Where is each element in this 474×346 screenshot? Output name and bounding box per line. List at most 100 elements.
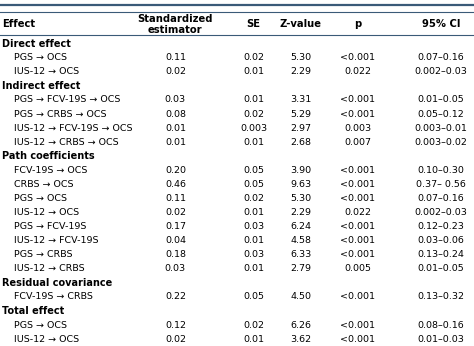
Text: 0.01: 0.01 [243, 138, 264, 147]
Text: 6.26: 6.26 [291, 321, 311, 330]
Text: 0.03: 0.03 [243, 250, 264, 259]
Text: Direct effect: Direct effect [2, 39, 71, 49]
Text: 0.01: 0.01 [243, 67, 264, 76]
Text: 0.01: 0.01 [243, 208, 264, 217]
Text: Indirect effect: Indirect effect [2, 81, 81, 91]
Text: PGS → OCS: PGS → OCS [14, 194, 67, 203]
Text: 0.02: 0.02 [243, 321, 264, 330]
Text: 0.002–0.03: 0.002–0.03 [414, 67, 467, 76]
Text: 0.01: 0.01 [243, 335, 264, 344]
Text: <0.001: <0.001 [340, 95, 375, 104]
Text: PGS → OCS: PGS → OCS [14, 53, 67, 62]
Text: 0.02: 0.02 [243, 194, 264, 203]
Text: 0.08–0.16: 0.08–0.16 [418, 321, 464, 330]
Text: 3.31: 3.31 [291, 95, 311, 104]
Text: IUS-12 → OCS: IUS-12 → OCS [14, 67, 79, 76]
Text: 0.01–0.05: 0.01–0.05 [418, 264, 464, 273]
Text: PGS → FCV-19S: PGS → FCV-19S [14, 222, 87, 231]
Text: 4.58: 4.58 [291, 236, 311, 245]
Text: 0.46: 0.46 [165, 180, 186, 189]
Text: 0.05–0.12: 0.05–0.12 [418, 110, 464, 119]
Text: 0.11: 0.11 [165, 53, 186, 62]
Text: 0.17: 0.17 [165, 222, 186, 231]
Text: 0.37– 0.56: 0.37– 0.56 [416, 180, 466, 189]
Text: 0.20: 0.20 [165, 166, 186, 175]
Text: 6.33: 6.33 [291, 250, 311, 259]
Text: Residual covariance: Residual covariance [2, 278, 113, 288]
Text: PGS → CRBS → OCS: PGS → CRBS → OCS [14, 110, 107, 119]
Text: 0.022: 0.022 [345, 208, 371, 217]
Text: <0.001: <0.001 [340, 180, 375, 189]
Text: 0.01–0.05: 0.01–0.05 [418, 95, 464, 104]
Text: 0.04: 0.04 [165, 236, 186, 245]
Text: PGS → FCV-19S → OCS: PGS → FCV-19S → OCS [14, 95, 120, 104]
Text: 2.29: 2.29 [291, 208, 311, 217]
Text: 0.02: 0.02 [165, 208, 186, 217]
Text: IUS-12 → OCS: IUS-12 → OCS [14, 208, 79, 217]
Text: 0.12: 0.12 [165, 321, 186, 330]
Text: 0.08: 0.08 [165, 110, 186, 119]
Text: 0.13–0.32: 0.13–0.32 [417, 292, 465, 301]
Text: 0.01: 0.01 [243, 264, 264, 273]
Text: 5.30: 5.30 [291, 53, 311, 62]
Text: 0.003–0.02: 0.003–0.02 [414, 138, 467, 147]
Text: 0.02: 0.02 [243, 53, 264, 62]
Text: 95% CI: 95% CI [421, 19, 460, 29]
Text: 6.24: 6.24 [291, 222, 311, 231]
Text: 0.07–0.16: 0.07–0.16 [418, 53, 464, 62]
Text: 4.50: 4.50 [291, 292, 311, 301]
Text: 3.62: 3.62 [291, 335, 311, 344]
Text: IUS-12 → FCV-19S: IUS-12 → FCV-19S [14, 236, 99, 245]
Text: 5.30: 5.30 [291, 194, 311, 203]
Text: <0.001: <0.001 [340, 236, 375, 245]
Text: <0.001: <0.001 [340, 110, 375, 119]
Text: 0.003: 0.003 [344, 124, 372, 133]
Text: 0.02: 0.02 [165, 67, 186, 76]
Text: 0.02: 0.02 [243, 110, 264, 119]
Text: 0.022: 0.022 [345, 67, 371, 76]
Text: 0.01: 0.01 [165, 124, 186, 133]
Text: 0.01: 0.01 [165, 138, 186, 147]
Text: 0.03: 0.03 [165, 264, 186, 273]
Text: 0.22: 0.22 [165, 292, 186, 301]
Text: <0.001: <0.001 [340, 166, 375, 175]
Text: <0.001: <0.001 [340, 53, 375, 62]
Text: 0.002–0.03: 0.002–0.03 [414, 208, 467, 217]
Text: 0.01: 0.01 [243, 95, 264, 104]
Text: 0.13–0.24: 0.13–0.24 [418, 250, 464, 259]
Text: 0.05: 0.05 [243, 180, 264, 189]
Text: CRBS → OCS: CRBS → OCS [14, 180, 74, 189]
Text: <0.001: <0.001 [340, 250, 375, 259]
Text: IUS-12 → CRBS: IUS-12 → CRBS [14, 264, 85, 273]
Text: <0.001: <0.001 [340, 321, 375, 330]
Text: Total effect: Total effect [2, 306, 64, 316]
Text: 0.005: 0.005 [345, 264, 371, 273]
Text: FCV-19S → CRBS: FCV-19S → CRBS [14, 292, 93, 301]
Text: 5.29: 5.29 [291, 110, 311, 119]
Text: <0.001: <0.001 [340, 222, 375, 231]
Text: 0.03: 0.03 [243, 222, 264, 231]
Text: <0.001: <0.001 [340, 194, 375, 203]
Text: 9.63: 9.63 [291, 180, 311, 189]
Text: Effect: Effect [2, 19, 36, 29]
Text: Standardized
estimator: Standardized estimator [137, 13, 213, 35]
Text: p: p [354, 19, 362, 29]
Text: 3.90: 3.90 [291, 166, 311, 175]
Text: 0.18: 0.18 [165, 250, 186, 259]
Text: 0.01: 0.01 [243, 236, 264, 245]
Text: <0.001: <0.001 [340, 292, 375, 301]
Text: 0.07–0.16: 0.07–0.16 [418, 194, 464, 203]
Text: PGS → OCS: PGS → OCS [14, 321, 67, 330]
Text: 0.01–0.03: 0.01–0.03 [418, 335, 464, 344]
Text: 0.12–0.23: 0.12–0.23 [418, 222, 464, 231]
Text: <0.001: <0.001 [340, 335, 375, 344]
Text: 0.11: 0.11 [165, 194, 186, 203]
Text: IUS-12 → FCV-19S → OCS: IUS-12 → FCV-19S → OCS [14, 124, 133, 133]
Text: 0.10–0.30: 0.10–0.30 [418, 166, 464, 175]
Text: SE: SE [246, 19, 261, 29]
Text: 2.97: 2.97 [291, 124, 311, 133]
Text: 0.03: 0.03 [165, 95, 186, 104]
Text: IUS-12 → OCS: IUS-12 → OCS [14, 335, 79, 344]
Text: 2.68: 2.68 [291, 138, 311, 147]
Text: PGS → CRBS: PGS → CRBS [14, 250, 73, 259]
